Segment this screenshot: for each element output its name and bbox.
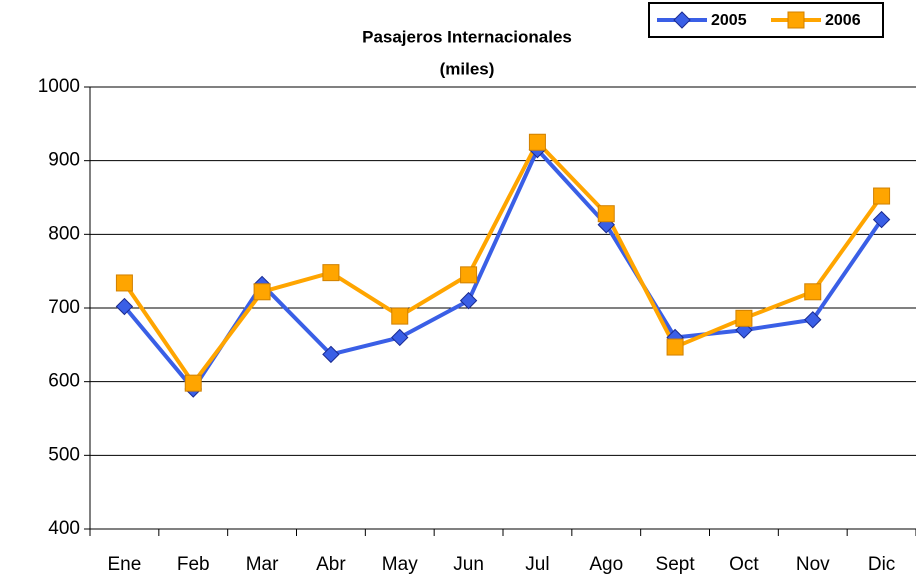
marker [735,309,753,327]
x-tick-label: Jun [453,554,484,575]
y-tick-label: 1000 [38,76,80,97]
marker [115,297,134,316]
x-tick-label: Oct [729,554,759,575]
y-tick-label: 400 [48,518,80,539]
x-tick-label: Mar [246,554,279,575]
marker [804,311,822,329]
marker [873,187,891,205]
legend-label: 2006 [825,12,861,29]
marker [253,283,271,301]
chart-title: Pasajeros Internacionales [362,27,572,46]
y-tick-label: 800 [48,223,80,244]
marker [391,307,409,325]
marker [666,338,684,356]
marker [115,274,133,292]
legend-marker [673,11,691,29]
marker [184,374,202,392]
y-tick-label: 600 [48,371,80,392]
x-tick-label: Sept [656,554,696,575]
x-tick-label: Nov [796,554,830,575]
x-tick-label: Ago [589,554,623,575]
marker [322,264,340,282]
marker [597,205,615,223]
marker [460,266,478,284]
legend-label: 2005 [711,12,747,29]
x-tick-label: Ene [108,554,142,575]
x-tick-label: Jul [525,554,549,575]
marker [804,283,822,301]
y-tick-label: 700 [48,297,80,318]
x-tick-label: Dic [868,554,895,575]
y-tick-label: 900 [48,150,80,171]
marker [459,291,478,310]
marker [391,328,409,347]
x-tick-label: Feb [177,554,210,575]
marker [322,345,340,364]
legend-marker [787,11,805,29]
x-tick-label: Abr [316,554,346,575]
chart-subtitle: (miles) [440,59,495,78]
marker [528,133,546,151]
marker [872,210,891,229]
series-line [122,140,884,386]
x-tick-label: May [382,554,418,575]
y-tick-label: 500 [48,444,80,465]
series-line [122,147,884,392]
